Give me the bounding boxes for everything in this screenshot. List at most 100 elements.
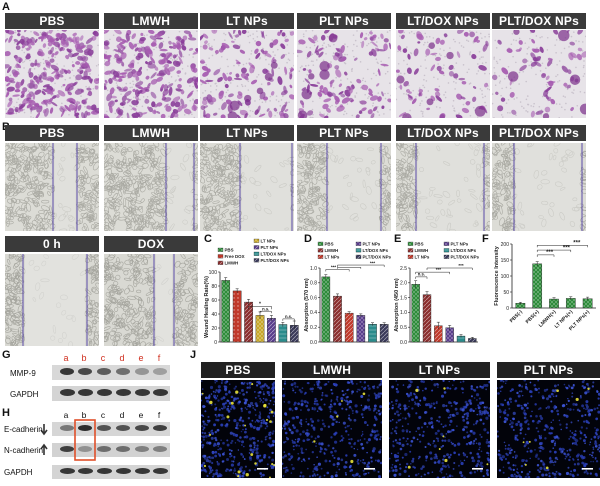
significance-label: *** <box>370 260 376 265</box>
bar <box>357 315 365 342</box>
y-tick-label: 0.8 <box>310 281 317 287</box>
legend-item: LT NPs <box>254 238 276 243</box>
blot-band <box>78 468 93 474</box>
y-tick-label: 100 <box>209 270 218 276</box>
blot-band <box>135 446 149 452</box>
blot-band <box>97 446 111 452</box>
legend-label: LMWH <box>225 260 239 265</box>
image-b-plt-dox-nps <box>492 143 586 231</box>
scale-bar <box>582 468 593 470</box>
y-tick-label: 0 <box>214 340 217 346</box>
image-a-pbs <box>5 30 99 118</box>
legend-item: PBS <box>218 247 234 252</box>
label-b-plt-nps: PLT NPs <box>297 125 391 141</box>
image-b-lmwh <box>104 143 198 231</box>
bar <box>233 291 241 342</box>
blot-band <box>60 368 74 375</box>
legend-item: LT/DOX NPs <box>356 248 389 253</box>
y-tick-label: 20 <box>211 326 217 332</box>
blot-band <box>116 389 131 396</box>
label-a-plt-dox-nps: PLT/DOX NPs <box>492 13 586 29</box>
y-tick-label: 50 <box>503 290 509 296</box>
blot-row-label: MMP-9 <box>10 369 36 378</box>
legend-item: PBS <box>318 241 334 246</box>
legend-item: LMWH <box>218 260 238 265</box>
label-b-lt-dox-nps: LT/DOX NPs <box>396 125 490 141</box>
legend-label: PBS <box>325 241 334 246</box>
bar <box>380 324 388 342</box>
legend-item: PLT/DOX NPs <box>444 254 480 259</box>
label-a-lmwh: LMWH <box>104 13 198 29</box>
legend-label: PLT/DOX NPs <box>363 254 392 259</box>
image-j-pbs <box>201 380 275 478</box>
legend-label: PLT NPs <box>451 241 469 246</box>
label-j-lt-nps: LT NPs <box>389 362 490 378</box>
significance-label: * <box>259 302 261 308</box>
blot-band <box>60 389 75 396</box>
bar <box>549 299 558 308</box>
blot-band <box>116 368 130 375</box>
blot-band <box>116 446 130 452</box>
significance-bracket <box>416 277 427 279</box>
label-b-plt-dox-nps: PLT/DOX NPs <box>492 125 586 141</box>
significance-label: n.s. <box>285 314 292 319</box>
panel-label-j: J <box>190 350 196 361</box>
y-tick-label: 0.6 <box>310 295 317 301</box>
image-j-lmwh <box>282 380 382 478</box>
lane-label: d <box>120 410 125 420</box>
label-b2-0-h: 0 h <box>5 236 99 252</box>
lane-label: b <box>81 353 86 363</box>
image-b2-0-h <box>5 254 99 346</box>
legend-item: LT NPs <box>408 254 430 259</box>
legend-item: PLT/DOX NPs <box>254 258 290 263</box>
y-tick-label: 0.0 <box>310 340 317 346</box>
y-tick-label: 80 <box>211 284 217 290</box>
blot-band <box>153 368 167 375</box>
image-j-lt-nps <box>389 380 490 478</box>
blot-band <box>97 468 112 474</box>
bar <box>256 315 264 342</box>
image-b2-dox <box>104 254 198 346</box>
x-tick-label: PBS(-) <box>509 309 524 324</box>
blot-row-label: GAPDH <box>4 468 33 477</box>
legend-label: PBS <box>415 241 424 246</box>
bar <box>533 264 542 308</box>
blot-band <box>97 368 111 375</box>
significance-bracket <box>326 269 349 271</box>
label-j-pbs: PBS <box>201 362 275 378</box>
y-tick-label: 0.5 <box>400 325 407 331</box>
image-b-lt-nps <box>200 143 294 231</box>
bar <box>345 313 353 342</box>
label-a-plt-nps: PLT NPs <box>297 13 391 29</box>
bar <box>279 325 287 343</box>
legend-item: Free DOX <box>218 254 245 259</box>
image-a-lt-nps <box>200 30 294 118</box>
legend-label: LT NPs <box>261 238 276 243</box>
legend-label: PLT/DOX NPs <box>451 254 480 259</box>
image-j-plt-nps <box>497 380 600 478</box>
legend-item: LT/DOX NPs <box>444 248 477 253</box>
image-a-lt-dox-nps <box>396 30 490 118</box>
y-axis-label: Absorption (570 nm) <box>304 278 310 332</box>
blot-band <box>78 425 92 431</box>
significance-bracket <box>338 267 361 269</box>
lane-label: e <box>139 410 144 420</box>
legend-label: PLT NPs <box>261 245 279 250</box>
y-tick-label: 2.5 <box>400 266 407 272</box>
y-axis-label: Wound Healing Rate(%) <box>204 276 210 338</box>
legend-item: PLT NPs <box>356 241 381 246</box>
legend-label: PLT NPs <box>363 241 381 246</box>
significance-bracket <box>338 265 385 267</box>
y-tick-label: 1.0 <box>310 266 317 272</box>
y-tick-label: 0.0 <box>400 340 407 346</box>
legend-label: Free DOX <box>225 254 245 259</box>
significance-bracket <box>427 268 472 270</box>
lane-label: f <box>158 353 161 363</box>
image-b-plt-nps <box>297 143 391 231</box>
label-b-lt-nps: LT NPs <box>200 125 294 141</box>
